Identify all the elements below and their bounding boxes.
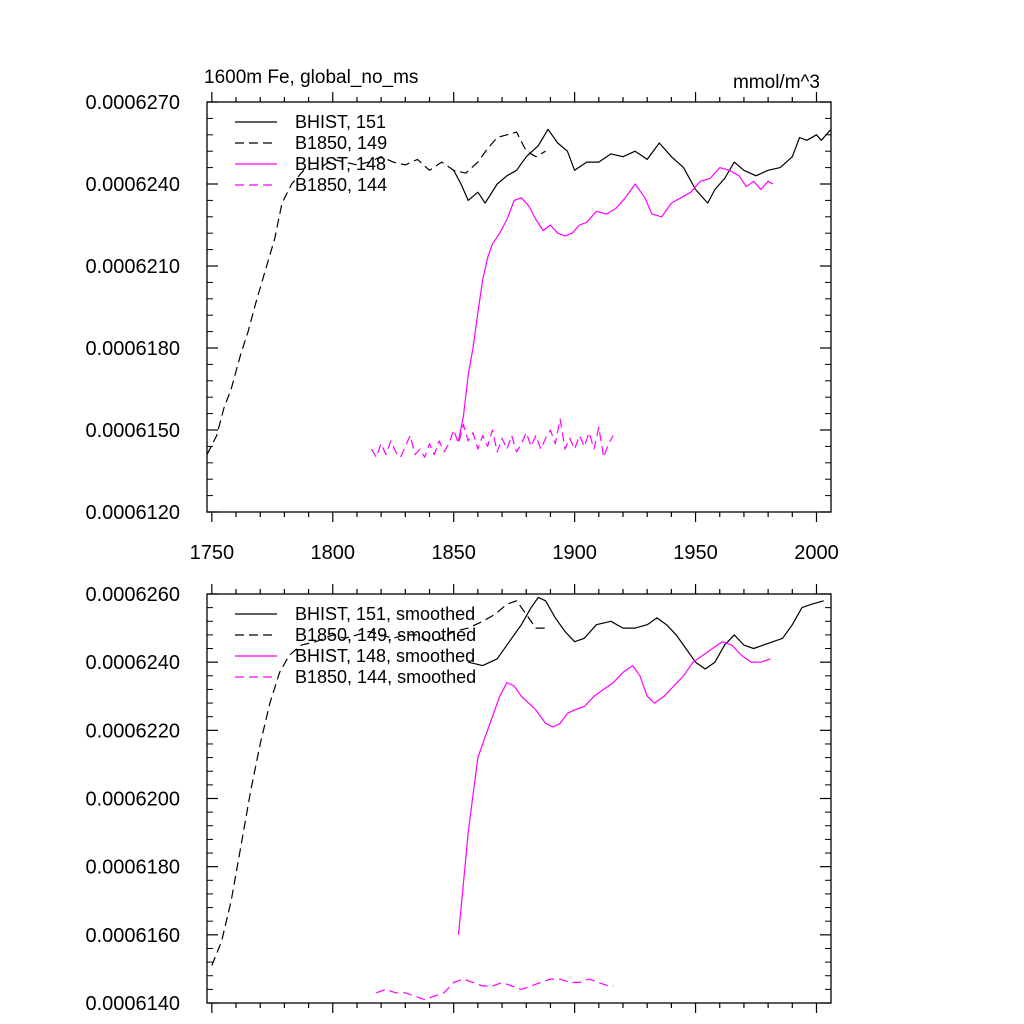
units-label: mmol/m^3 — [733, 72, 820, 93]
legend-label-3: BHIST, 148 — [295, 154, 386, 174]
y-tick-label: 0.0006240 — [85, 652, 180, 674]
series-line-2 — [207, 131, 546, 455]
x-tick-label: 1750 — [190, 542, 235, 564]
chart-panel-1: 0.0006120 0.0006150 0.0006180 0.0006210 0.00… — [85, 67, 838, 564]
legend-label-1: BHIST, 151, smoothed — [295, 604, 475, 624]
plot-frame — [206, 101, 832, 513]
chart-panel-2: 0.0006140 0.0006160 0.0006180 0.0006200 0.00… — [85, 584, 832, 1015]
series-line-4 — [376, 978, 614, 1001]
series-group — [211, 596, 824, 1001]
y-tick-label: 0.0006200 — [85, 789, 180, 811]
y-tick-label: 0.0006240 — [85, 174, 180, 196]
legend-label-1: BHIST, 151 — [295, 112, 386, 132]
series-line-2 — [211, 600, 546, 966]
series-line-1 — [468, 596, 824, 670]
legend-label-2: B1850, 149, smoothed — [295, 625, 476, 645]
y-tick-label: 0.0006220 — [85, 720, 180, 742]
series-line-4 — [370, 418, 614, 458]
series-line-3 — [457, 641, 771, 935]
legend-label-3: BHIST, 148, smoothed — [295, 646, 475, 666]
x-tick-label: 1950 — [673, 542, 718, 564]
x-tick-label: 1850 — [431, 542, 476, 564]
chart-title: 1600m Fe, global_no_ms — [204, 67, 418, 88]
series-line-3 — [457, 167, 774, 442]
x-tick-label: 1800 — [311, 542, 356, 564]
y-tick-label: 0.0006120 — [85, 502, 180, 524]
y-tick-label: 0.0006160 — [85, 925, 180, 947]
y-tick-label: 0.0006180 — [85, 857, 180, 879]
legend-label-2: B1850, 149 — [295, 133, 387, 153]
series-group — [207, 128, 831, 458]
legend-label-4: B1850, 144 — [295, 175, 387, 195]
series-line-1 — [453, 128, 831, 204]
y-tick-label: 0.0006150 — [85, 420, 180, 442]
y-tick-label: 0.0006140 — [85, 993, 180, 1015]
y-tick-label: 0.0006180 — [85, 338, 180, 360]
x-tick-label: 2000 — [794, 542, 839, 564]
x-tick-label: 1900 — [552, 542, 597, 564]
y-tick-label: 0.0006270 — [85, 92, 180, 114]
legend-label-4: B1850, 144, smoothed — [295, 667, 476, 687]
y-tick-label: 0.0006210 — [85, 256, 180, 278]
y-tick-label: 0.0006260 — [85, 584, 180, 606]
